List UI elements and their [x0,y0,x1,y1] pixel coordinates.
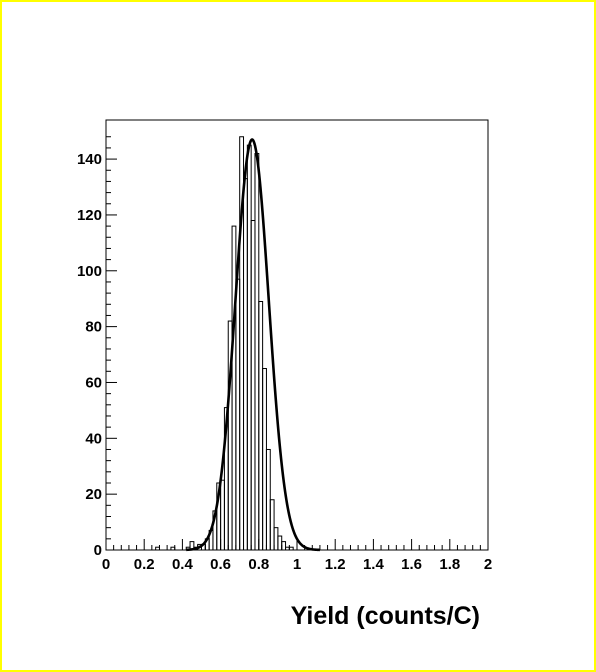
x-tick-label: 0.6 [210,556,231,573]
y-tick-label: 20 [85,486,102,503]
x-tick-label: 1.8 [439,556,460,573]
histogram-bin-20 [254,153,260,551]
histogram-bin-26 [277,535,283,551]
x-axis-title: Yield (counts/C) [291,602,480,630]
plot-frame [105,119,489,551]
histogram-bin-27 [281,541,287,551]
x-tick-label: 0.2 [134,556,155,573]
histogram-bin-25 [273,527,279,551]
x-tick-label: 0 [102,556,110,573]
histogram-bin-11 [220,479,225,551]
y-tick-label: 140 [77,151,102,168]
x-tick-label: 1 [293,556,301,573]
gaussian-fit-curve [186,138,320,552]
histogram-bin-24 [269,499,275,551]
x-axis: 0 0.2 0.4 0.6 0.8 1 1.2 1.4 1.6 1.8 2 [102,539,492,573]
histogram-bin-23 [265,448,271,551]
y-axis: 0 20 40 60 80 100 120 140 [77,120,117,559]
histogram-bin-21 [258,300,264,551]
histogram-bin-19 [250,220,256,551]
fit-curve-layer [186,138,320,552]
y-tick-label: 100 [77,263,102,280]
x-tick-label: 0.4 [172,556,194,573]
histogram-layer [106,136,488,551]
histogram-bin-15 [235,278,241,551]
x-tick-label: 2 [484,556,492,573]
histogram-bin-22 [262,368,267,551]
x-tick-label: 0.8 [248,556,269,573]
y-tick-label: 60 [85,374,102,391]
x-tick-label: 1.6 [401,556,422,573]
y-tick-label: 80 [85,319,102,336]
histogram-bin-14 [231,225,237,551]
y-tick-label: 0 [94,542,102,559]
y-tick-label: 120 [77,207,102,224]
x-tick-label: 1.4 [363,556,385,573]
y-tick-label: 40 [85,430,102,447]
histogram-bin-18 [246,144,252,551]
histogram-bin-17 [243,178,248,551]
x-tick-label: 1.2 [325,556,346,573]
